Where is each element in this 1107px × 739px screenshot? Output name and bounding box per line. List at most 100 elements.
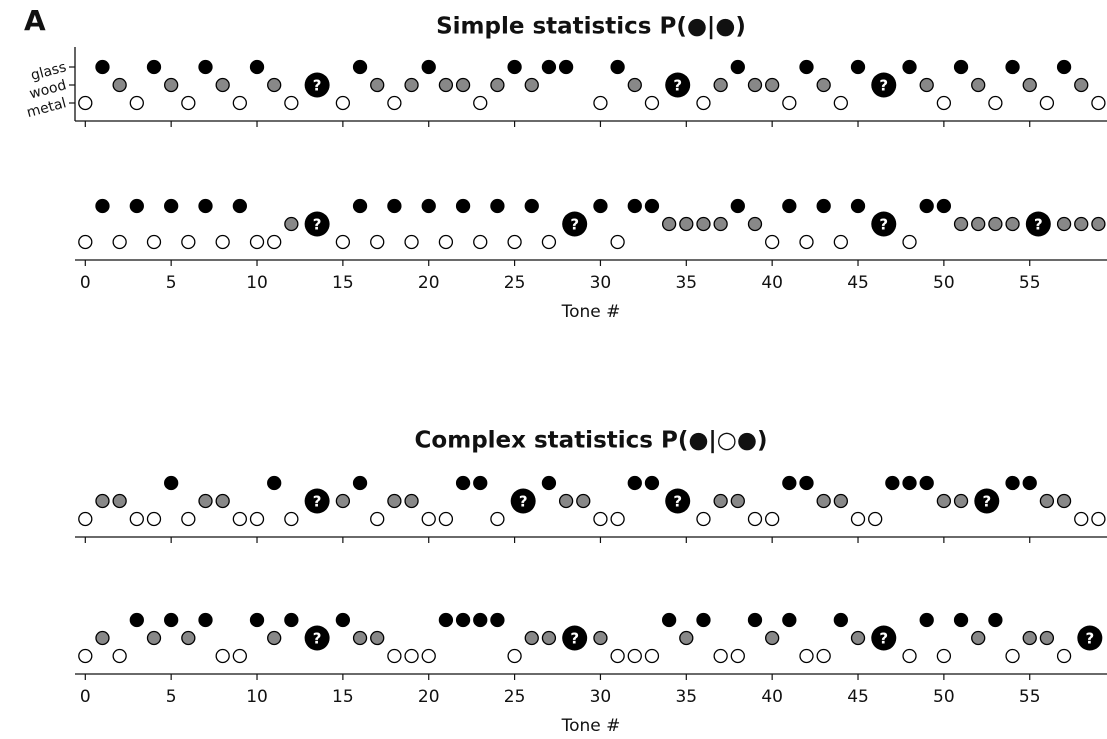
tone — [541, 475, 557, 491]
tone — [335, 95, 351, 111]
tone — [164, 77, 179, 93]
tone — [799, 59, 814, 75]
question-mark: ? — [879, 630, 888, 648]
tone — [902, 475, 917, 491]
question-mark-circle — [871, 211, 897, 237]
tone — [919, 77, 934, 93]
question-mark-circle — [510, 488, 536, 514]
tone — [1005, 475, 1020, 491]
tone — [902, 59, 917, 75]
tone — [438, 77, 454, 93]
tone — [747, 612, 763, 628]
tone — [112, 648, 127, 664]
question-mark-circle — [304, 211, 330, 237]
question-mark: ? — [1085, 630, 1094, 648]
tone — [404, 234, 419, 250]
tone — [524, 77, 539, 93]
x-tick-label: 25 — [504, 273, 526, 293]
x-tick-label: 45 — [847, 687, 869, 707]
tone — [696, 511, 711, 527]
tone — [198, 198, 213, 214]
tone — [953, 612, 969, 628]
question-mark: ? — [879, 216, 888, 234]
tone — [387, 648, 402, 664]
chart-title: Complex statistics P(●|○●) — [415, 428, 768, 454]
x-tick-label: 50 — [933, 687, 955, 707]
tone — [799, 475, 814, 491]
question-mark-circle — [562, 625, 588, 651]
tone — [284, 511, 299, 527]
tone — [129, 95, 144, 111]
tone — [953, 216, 969, 232]
tone — [352, 630, 368, 646]
tone — [95, 630, 110, 646]
tone — [541, 234, 557, 250]
tone — [232, 198, 247, 214]
question-mark: ? — [1034, 216, 1043, 234]
tone — [404, 648, 419, 664]
x-tick-label: 20 — [418, 273, 440, 293]
tone — [661, 612, 677, 628]
tone — [112, 77, 127, 93]
tone — [129, 198, 144, 214]
tone — [455, 77, 471, 93]
tone — [335, 493, 351, 509]
tone — [232, 511, 247, 527]
tone — [850, 59, 866, 75]
tone — [370, 511, 385, 527]
tone — [1022, 630, 1037, 646]
tone — [713, 77, 728, 93]
x-axis-label: Tone # — [561, 716, 621, 736]
tone — [902, 648, 917, 664]
tone — [1022, 475, 1037, 491]
tone — [610, 59, 625, 75]
tone — [971, 630, 986, 646]
question-mark-circle — [1025, 211, 1051, 237]
tone — [78, 234, 93, 250]
tone — [696, 95, 711, 111]
tone — [782, 612, 797, 628]
chart-title: Simple statistics P(●|●) — [436, 14, 746, 40]
tone — [164, 612, 179, 628]
tone — [799, 648, 814, 664]
tone — [387, 198, 402, 214]
tone — [490, 612, 505, 628]
tone — [146, 630, 162, 646]
x-tick-label: 30 — [590, 687, 612, 707]
x-tick-label: 10 — [246, 687, 268, 707]
tone — [198, 612, 213, 628]
tone — [507, 59, 522, 75]
tone — [507, 648, 522, 664]
tone — [919, 612, 934, 628]
tone — [747, 77, 763, 93]
tone — [747, 216, 763, 232]
tone — [833, 612, 848, 628]
tone — [95, 59, 110, 75]
tone — [438, 612, 454, 628]
tone — [610, 648, 625, 664]
tone — [1091, 216, 1106, 232]
x-tick-label: 35 — [675, 687, 697, 707]
tone — [164, 198, 179, 214]
tone — [387, 95, 402, 111]
tone — [799, 234, 814, 250]
tone — [593, 198, 608, 214]
tone — [782, 198, 797, 214]
tone — [249, 234, 265, 250]
tone — [644, 95, 660, 111]
tone — [833, 234, 848, 250]
tone — [644, 475, 660, 491]
tone — [593, 511, 608, 527]
question-mark-circle — [871, 72, 897, 98]
tone — [490, 511, 505, 527]
tone — [335, 234, 351, 250]
question-mark-circle — [562, 211, 588, 237]
tone — [1074, 216, 1089, 232]
tone — [558, 493, 574, 509]
tone — [627, 77, 642, 93]
tone — [215, 234, 230, 250]
tone — [1056, 59, 1072, 75]
tone — [78, 511, 93, 527]
x-tick-label: 25 — [504, 687, 526, 707]
